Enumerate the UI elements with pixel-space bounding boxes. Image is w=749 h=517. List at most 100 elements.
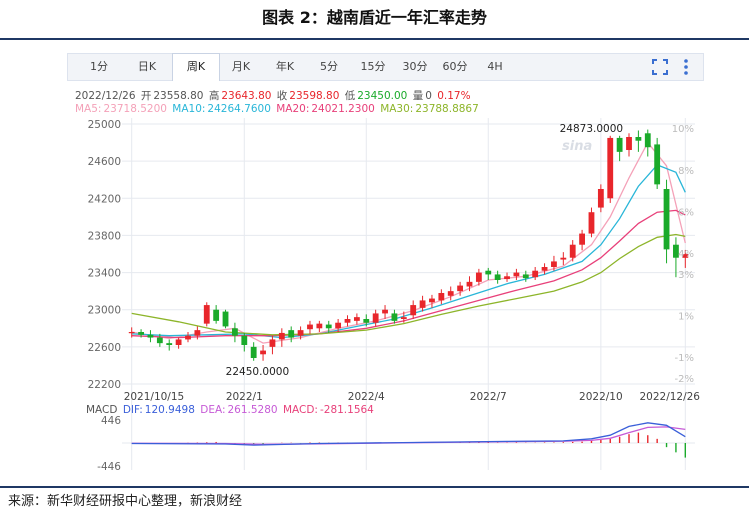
candle-body	[391, 313, 398, 321]
dea-value: 261.5280	[227, 404, 278, 416]
tab-1min[interactable]: 1分	[90, 60, 108, 73]
change-value: 0.17%	[437, 90, 471, 102]
macd-legend: MACD DIF: 120.9498 DEA: 261.5280 MACD: -281…	[86, 404, 376, 416]
ma5-value: 23718.5200	[103, 103, 167, 115]
candle-body	[194, 330, 201, 336]
volume-label: 量	[412, 90, 424, 102]
pct-tick-label: 10%	[672, 124, 694, 135]
open-label: 开	[140, 90, 152, 102]
quote-date: 2022/12/26	[75, 90, 136, 102]
macd-label: MACD:	[282, 404, 318, 416]
ma-legend: MA5: 23718.5200 MA10: 24264.7600 MA20: 2402…	[75, 103, 481, 115]
source-note: 来源：新华财经研报中心整理，新浪财经	[8, 494, 243, 509]
more-icon[interactable]	[682, 58, 690, 76]
candle-body	[447, 291, 454, 296]
dea-line	[131, 426, 686, 445]
tab-60min[interactable]: 60分	[442, 60, 468, 73]
candle-body	[241, 335, 248, 345]
candle-body	[494, 274, 501, 280]
candle-body	[569, 244, 576, 258]
tab-5min[interactable]: 5分	[320, 60, 338, 73]
candle-body	[400, 317, 407, 319]
candle-body	[222, 311, 229, 327]
dif-label: DIF:	[122, 404, 143, 416]
y-tick-label: 23800	[88, 230, 121, 242]
candle-body	[128, 332, 135, 334]
ma10-value: 24264.7600	[207, 103, 271, 115]
y-tick-label: 24200	[88, 193, 121, 205]
x-tick-label: 2022/4	[348, 391, 385, 403]
pct-tick-label: -1%	[675, 353, 694, 364]
watermark-text: sina	[562, 139, 592, 154]
extreme-label: 24873.0000	[560, 123, 623, 135]
candle-body	[475, 272, 482, 282]
candle-body	[316, 323, 323, 329]
candle-body	[579, 233, 586, 245]
pct-tick-label: 6%	[678, 207, 694, 218]
candle-body	[278, 332, 285, 340]
dif-value: 120.9498	[144, 404, 195, 416]
tab-daily-k[interactable]: 日K	[137, 60, 157, 73]
x-tick-label: 2022/12/26	[639, 391, 700, 403]
pct-tick-label: 8%	[678, 166, 694, 177]
pct-tick-label: 4%	[678, 249, 694, 260]
candle-body	[682, 254, 689, 258]
macd-tick-label: -446	[97, 461, 121, 473]
candle-body	[616, 137, 623, 152]
candle-body	[288, 330, 295, 338]
candle-body	[673, 244, 679, 258]
candle-body	[485, 270, 492, 275]
candle-body	[635, 137, 642, 141]
close-value: 23598.80	[289, 90, 340, 102]
tab-4h[interactable]: 4H	[487, 60, 503, 73]
tab-15min[interactable]: 15分	[360, 60, 386, 73]
tab-monthly-k[interactable]: 月K	[231, 60, 251, 73]
candle-body	[325, 324, 332, 329]
candle-body	[466, 281, 473, 287]
candle-body	[532, 270, 539, 278]
dea-label: DEA:	[200, 404, 226, 416]
high-label: 高	[208, 90, 220, 102]
candle-body	[410, 305, 417, 316]
candle-body	[626, 137, 632, 150]
x-tick-label: 2022/10	[579, 391, 623, 403]
candle-body	[551, 261, 557, 267]
candle-body	[156, 337, 163, 344]
candle-body	[429, 298, 435, 303]
candle-body	[372, 313, 379, 323]
source-divider	[0, 486, 749, 488]
title-divider	[0, 38, 749, 40]
tab-yearly-k[interactable]: 年K	[275, 60, 295, 73]
ma20-line	[131, 209, 686, 339]
pct-tick-label: 1%	[678, 311, 694, 322]
macd-value: -281.1564	[319, 404, 374, 416]
tab-30min[interactable]: 30分	[402, 60, 428, 73]
candle-body	[213, 309, 220, 321]
low-label: 低	[344, 90, 356, 102]
candle-body	[513, 272, 520, 277]
candle-body	[231, 328, 238, 336]
candle-body	[307, 324, 313, 330]
quote-line: 2022/12/26 开 23558.80 高 23643.80 收 23598.80…	[75, 88, 473, 103]
candle-body	[560, 257, 567, 260]
ma10-label: MA10:	[172, 103, 206, 115]
candle-body	[203, 305, 210, 324]
y-tick-label: 23000	[88, 305, 121, 317]
fullscreen-icon[interactable]	[652, 59, 668, 75]
volume-value: 0	[425, 90, 432, 102]
open-value: 23558.80	[153, 90, 204, 102]
y-tick-label: 22200	[88, 379, 121, 391]
candle-body	[363, 319, 370, 323]
candle-body	[147, 334, 154, 338]
figure-title: 图表 2：越南盾近一年汇率走势	[262, 8, 487, 27]
candle-body	[185, 335, 191, 340]
candle-body	[607, 137, 614, 199]
tab-weekly-k[interactable]: 周K	[172, 53, 220, 81]
candle-body	[597, 189, 604, 208]
candle-body	[438, 293, 445, 301]
candle-body	[175, 339, 182, 345]
dif-line	[131, 422, 686, 446]
candle-body	[250, 346, 257, 358]
candle-body	[644, 133, 651, 148]
ma30-line	[131, 233, 686, 336]
